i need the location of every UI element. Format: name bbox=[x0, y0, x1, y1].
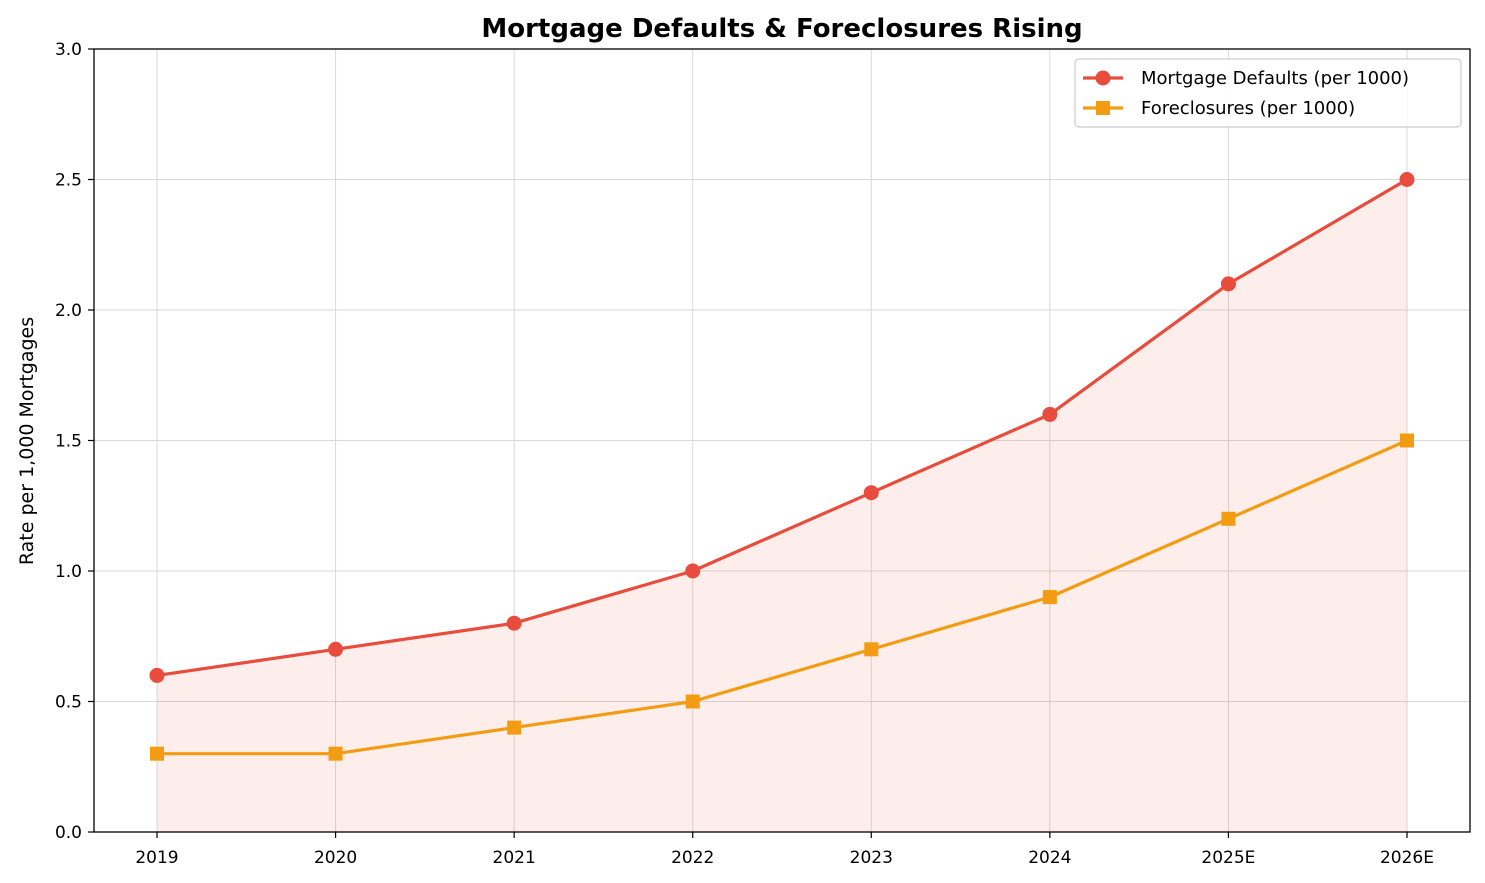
data-point bbox=[507, 720, 522, 735]
y-tick-label: 0.5 bbox=[55, 693, 82, 713]
x-tick-label: 2024 bbox=[1028, 848, 1071, 868]
data-point bbox=[328, 641, 344, 657]
grid-layer bbox=[94, 48, 1470, 833]
legend: Mortgage Defaults (per 1000) Foreclosures… bbox=[1074, 58, 1462, 128]
y-tick-label: 2.0 bbox=[55, 301, 82, 321]
x-tick-label: 2025E bbox=[1201, 848, 1255, 868]
chart-title: Mortgage Defaults & Foreclosures Rising bbox=[481, 14, 1082, 44]
data-point bbox=[506, 615, 522, 631]
x-tick-label: 2019 bbox=[135, 848, 178, 868]
data-point bbox=[685, 694, 700, 709]
series-2 bbox=[150, 433, 1414, 761]
legend-box bbox=[1074, 58, 1462, 128]
series-layer bbox=[149, 172, 1415, 761]
data-point bbox=[1042, 590, 1057, 605]
y-tick-label: 2.5 bbox=[55, 171, 82, 191]
series-1 bbox=[149, 172, 1415, 683]
x-tick-label: 2023 bbox=[850, 848, 893, 868]
data-point bbox=[864, 642, 879, 657]
legend-label: Foreclosures (per 1000) bbox=[1141, 98, 1355, 119]
y-tick-label: 1.0 bbox=[55, 562, 82, 582]
legend-marker bbox=[1096, 101, 1110, 115]
legend-label: Mortgage Defaults (per 1000) bbox=[1141, 68, 1409, 89]
x-tick-label: 2021 bbox=[493, 848, 536, 868]
y-tick-label: 3.0 bbox=[55, 40, 82, 60]
ticks-layer: 0.0 0.5 1.0 1.5 2.0 2.5 3.0 2019 2020 2021 2022 202… bbox=[55, 40, 1434, 868]
y-tick-label: 1.5 bbox=[55, 432, 82, 452]
legend-item: Mortgage Defaults (per 1000) bbox=[1083, 68, 1409, 89]
y-axis-title: Rate per 1,000 Mortgages bbox=[16, 317, 38, 565]
legend-item: Foreclosures (per 1000) bbox=[1083, 98, 1355, 119]
series-line bbox=[157, 439, 1408, 756]
legend-marker bbox=[1095, 70, 1111, 86]
x-tick-label: 2022 bbox=[671, 848, 714, 868]
data-point bbox=[1220, 276, 1236, 292]
series-line bbox=[156, 178, 1408, 677]
data-point bbox=[863, 485, 879, 501]
data-point bbox=[1399, 172, 1415, 187]
data-point bbox=[1042, 406, 1058, 422]
data-point bbox=[1400, 433, 1414, 448]
x-tick-label: 2026E bbox=[1380, 848, 1434, 868]
data-point bbox=[149, 667, 165, 683]
series-fill-area bbox=[157, 179, 1407, 832]
x-tick-label: 2020 bbox=[314, 848, 357, 868]
y-tick-label: 0.0 bbox=[55, 823, 82, 843]
data-point bbox=[1221, 511, 1236, 526]
data-point bbox=[328, 746, 343, 761]
fill-layer bbox=[157, 179, 1407, 832]
data-point bbox=[150, 746, 164, 761]
data-point bbox=[685, 563, 701, 579]
